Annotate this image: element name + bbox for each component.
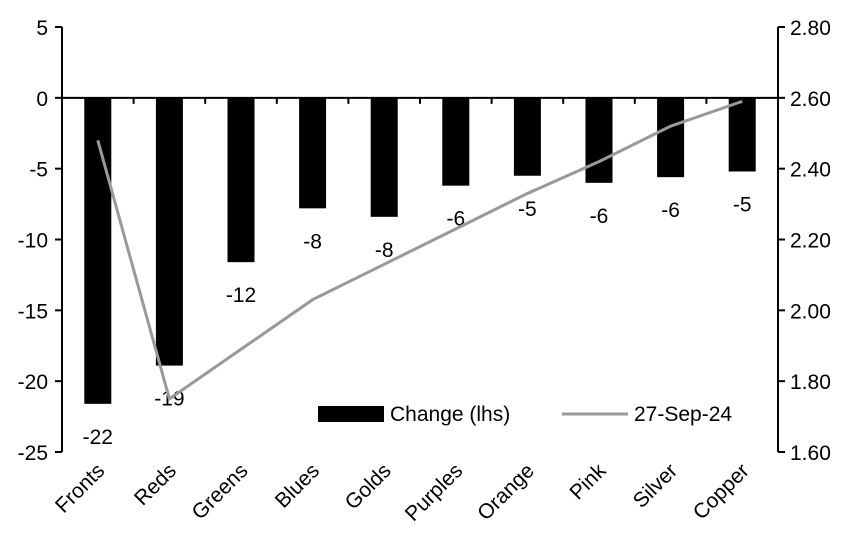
x-label: Purples xyxy=(401,459,468,526)
x-label: Golds xyxy=(341,459,396,514)
x-label: Reds xyxy=(130,459,181,510)
left-tick-label: -15 xyxy=(18,300,48,323)
right-tick-label: 1.60 xyxy=(790,442,831,465)
left-tick-label: -20 xyxy=(18,371,48,394)
legend-label-line: 27-Sep-24 xyxy=(634,403,732,426)
bar xyxy=(156,98,183,366)
bar xyxy=(586,98,613,183)
legend: Change (lhs) 27-Sep-24 xyxy=(318,403,732,426)
x-label: Blues xyxy=(271,459,324,512)
x-label: Silver xyxy=(629,459,682,512)
line-27-sep-24 xyxy=(98,101,742,399)
left-axis: 5 0 -5 -10 -15 -20 -25 xyxy=(18,17,62,465)
x-label: Pink xyxy=(565,459,611,505)
right-tick-label: 2.80 xyxy=(790,17,831,40)
left-tick-label: -25 xyxy=(18,442,48,465)
left-tick-label: 0 xyxy=(36,88,48,111)
left-tick-label: -5 xyxy=(29,159,48,182)
bar-data-label: -22 xyxy=(83,426,113,449)
bar-data-label: -12 xyxy=(226,284,256,307)
bar-data-label: -5 xyxy=(518,198,537,221)
x-label: Copper xyxy=(689,459,754,524)
right-tick-label: 2.60 xyxy=(790,88,831,111)
bar xyxy=(228,98,255,262)
bar-data-label: -8 xyxy=(375,239,394,262)
right-tick-label: 2.20 xyxy=(790,230,831,253)
right-tick-label: 1.80 xyxy=(790,371,831,394)
bar-data-label: -5 xyxy=(733,194,752,217)
x-label: Orange xyxy=(473,459,539,525)
line-series xyxy=(98,101,743,399)
right-axis: 2.80 2.60 2.40 2.20 2.00 1.80 1.60 xyxy=(778,17,831,465)
right-tick-label: 2.40 xyxy=(790,159,831,182)
bar xyxy=(514,98,541,176)
legend-label-bar: Change (lhs) xyxy=(390,403,510,426)
bar-data-label: -8 xyxy=(303,230,322,253)
bar-data-label: -6 xyxy=(661,199,680,222)
bar xyxy=(442,98,469,186)
x-label: Fronts xyxy=(51,459,109,517)
bar xyxy=(657,98,684,177)
bar xyxy=(371,98,398,217)
bar-data-label: -6 xyxy=(590,205,609,228)
bar xyxy=(729,98,756,172)
left-tick-label: -10 xyxy=(18,230,48,253)
legend-swatch-bar xyxy=(318,406,384,422)
left-tick-label: 5 xyxy=(36,17,48,40)
right-tick-label: 2.00 xyxy=(790,300,831,323)
x-label: Greens xyxy=(188,459,253,524)
bar xyxy=(299,98,326,209)
